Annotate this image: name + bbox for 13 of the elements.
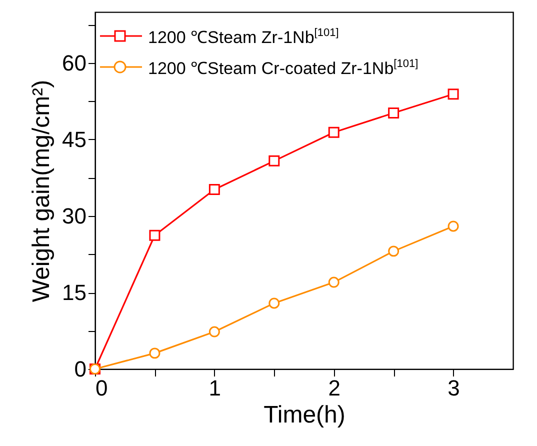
x-tick-label: 3 bbox=[448, 376, 460, 400]
y-tick-label: 0 bbox=[74, 356, 86, 382]
x-tick-label: 2 bbox=[328, 376, 340, 400]
x-axis-title: Time(h) bbox=[264, 402, 346, 428]
x-tick-label: 1 bbox=[208, 376, 222, 400]
y-tick-label: 15 bbox=[62, 280, 86, 305]
x-tick-label: 0 bbox=[96, 376, 108, 400]
y-tick-label: 30 bbox=[62, 204, 86, 228]
y-tick-label: 45 bbox=[62, 127, 86, 152]
legend-label: 1200 ℃Steam Cr-coated Zr-1Nb$^{[101]}$ bbox=[148, 57, 418, 80]
y-tick-label: 60 bbox=[62, 50, 86, 76]
legend-label: 1200 ℃Steam Zr-1Nb$^{[101]}$ bbox=[148, 26, 339, 49]
y-axis-title: Weight gain(mg/cm²) bbox=[28, 80, 56, 302]
